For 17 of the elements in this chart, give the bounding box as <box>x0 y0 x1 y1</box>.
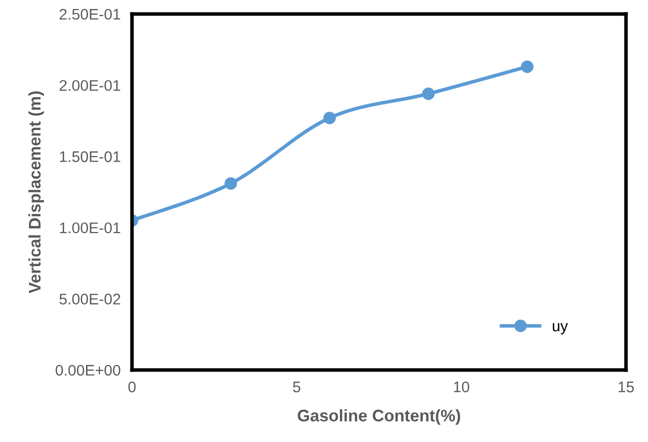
point <box>422 87 435 100</box>
x-axis-title: Gasoline Content(%) <box>298 409 460 425</box>
y-tick-label: 2.00E-01 <box>60 80 120 91</box>
point <box>520 60 534 73</box>
y-tick-label: 2.50E-01 <box>60 8 120 20</box>
y-axis-title: Vertical Displacement (m) <box>28 91 44 294</box>
point <box>224 177 238 190</box>
y-tick-label: 1.50E-01 <box>60 151 120 162</box>
x-tick-label: 0 <box>128 382 136 392</box>
x-tick-label: 15 <box>618 382 634 392</box>
point <box>323 112 336 124</box>
x-tick-label: 5 <box>293 382 300 392</box>
y-tick-label: 5.00E-02 <box>60 294 120 304</box>
x-tick-label: 10 <box>454 382 470 392</box>
y-tick-label: 0.00E+00 <box>56 364 120 376</box>
legend-label: uy <box>552 323 568 334</box>
y-tick-label: 1.00E-01 <box>60 222 120 234</box>
